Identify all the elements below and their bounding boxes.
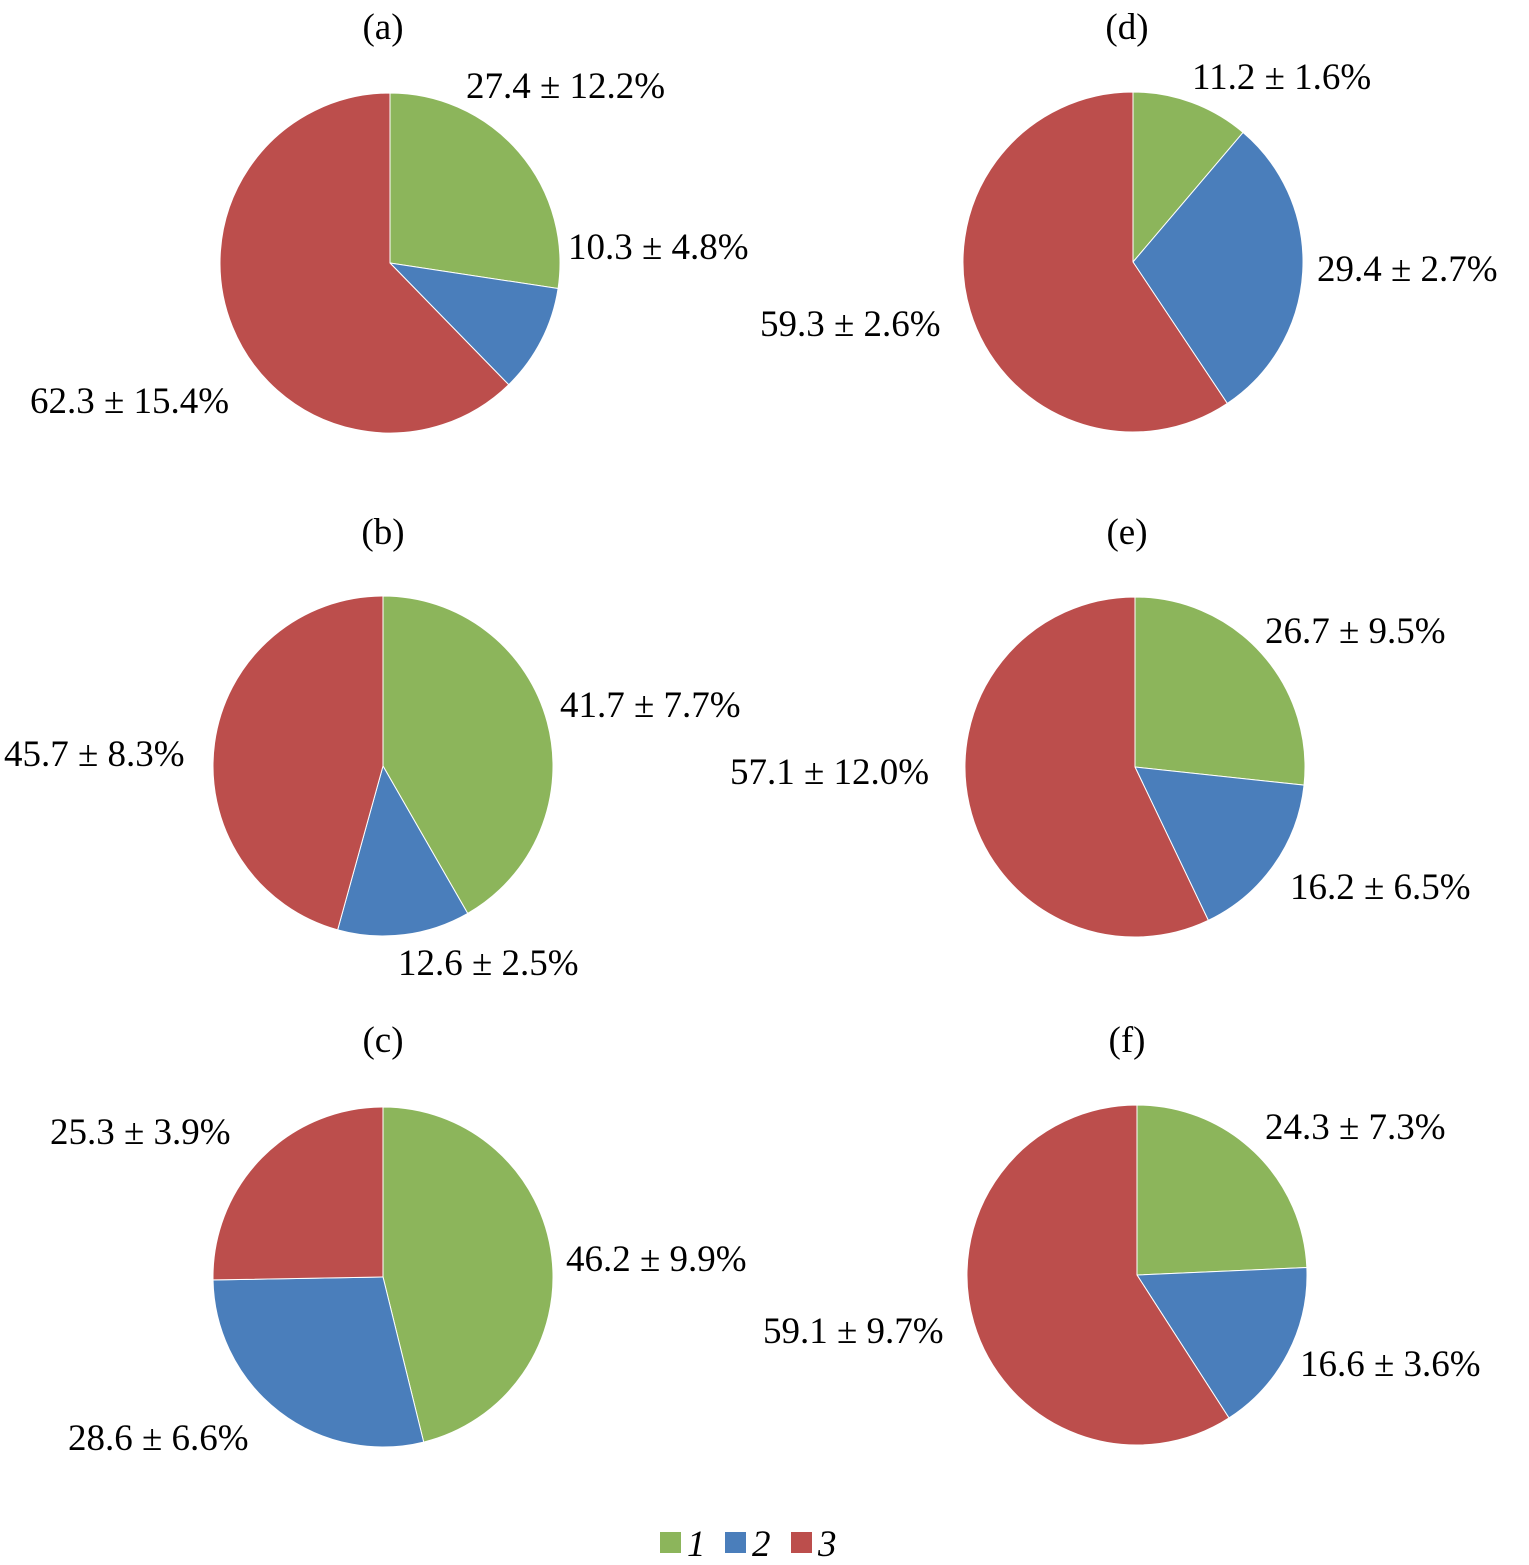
legend-swatch-3 <box>791 1532 812 1553</box>
slices-e <box>964 596 1306 938</box>
slice-label-c-1: 46.2 ± 9.9% <box>566 1239 747 1280</box>
pie-slice-f-3 <box>966 1104 1230 1446</box>
chart-title-e: (e) <box>1106 512 1147 553</box>
legend-label-1: 1 <box>687 1524 706 1565</box>
chart-title-c: (c) <box>362 1020 403 1061</box>
slices-c <box>212 1106 554 1448</box>
slice-label-a-1: 27.4 ± 12.2% <box>466 66 665 107</box>
slice-label-b-3: 45.7 ± 8.3% <box>4 734 185 775</box>
slice-label-d-1: 11.2 ± 1.6% <box>1192 57 1371 98</box>
chart-title-f: (f) <box>1109 1020 1146 1061</box>
pie-slice-b-2 <box>337 764 469 937</box>
slice-label-e-1: 26.7 ± 9.5% <box>1265 611 1446 652</box>
pie-slice-d-2 <box>1132 131 1304 405</box>
chart-title-a: (a) <box>362 7 403 48</box>
slice-label-f-2: 16.6 ± 3.6% <box>1300 1344 1481 1385</box>
pie-chart-e: (e) 26.7 ± 9.5% 16.2 ± 6.5% 57.1 ± 12.0% <box>730 512 1471 938</box>
pie-slice-c-3 <box>212 1106 384 1281</box>
slice-label-a-2: 10.3 ± 4.8% <box>568 227 749 268</box>
pie-slice-f-1 <box>1136 1104 1308 1276</box>
slice-label-f-1: 24.3 ± 7.3% <box>1265 1107 1446 1148</box>
pie-slice-a-2 <box>388 262 559 386</box>
slice-label-b-1: 41.7 ± 7.7% <box>560 685 741 726</box>
pie-chart-f: (f) 24.3 ± 7.3% 16.6 ± 3.6% 59.1 ± 9.7% <box>763 1020 1481 1446</box>
slice-label-b-2: 12.6 ± 2.5% <box>398 943 579 984</box>
slices-a <box>219 92 561 434</box>
legend-label-2: 2 <box>752 1524 771 1565</box>
pie-slice-f-2 <box>1136 1267 1308 1419</box>
pie-slice-b-1 <box>382 595 554 915</box>
slice-label-e-2: 16.2 ± 6.5% <box>1290 867 1471 908</box>
slice-label-e-3: 57.1 ± 12.0% <box>730 752 929 793</box>
slice-label-d-3: 59.3 ± 2.6% <box>760 304 941 345</box>
chart-title-b: (b) <box>361 512 404 553</box>
slices-f <box>966 1104 1308 1446</box>
pie-slice-e-2 <box>1134 766 1305 922</box>
slice-label-d-2: 29.4 ± 2.7% <box>1317 249 1498 290</box>
pie-slice-e-3 <box>964 596 1210 938</box>
pie-chart-a: (a) 27.4 ± 12.2% 10.3 ± 4.8% 62.3 ± 15.4… <box>30 7 749 434</box>
legend-swatch-1 <box>660 1532 681 1553</box>
legend-swatch-2 <box>725 1532 746 1553</box>
pie-chart-b: (b) 41.7 ± 7.7% 12.6 ± 2.5% 45.7 ± 8.3% <box>4 512 741 984</box>
pie-slice-d-3 <box>962 91 1229 433</box>
pie-slice-a-3 <box>219 92 510 434</box>
pie-slice-c-2 <box>212 1276 425 1448</box>
pie-slice-b-3 <box>212 595 384 931</box>
pie-slice-a-1 <box>389 92 561 290</box>
slice-label-c-2: 28.6 ± 6.6% <box>68 1418 249 1459</box>
pie-slice-d-1 <box>1132 91 1244 264</box>
pie-slice-e-1 <box>1134 596 1306 786</box>
slice-label-c-3: 25.3 ± 3.9% <box>50 1112 231 1153</box>
pie-slice-c-1 <box>382 1106 554 1443</box>
legend: 1 2 3 <box>660 1524 837 1565</box>
slices-b <box>212 595 554 937</box>
legend-label-3: 3 <box>817 1524 837 1565</box>
slice-label-a-3: 62.3 ± 15.4% <box>30 381 229 422</box>
pie-chart-c: (c) 46.2 ± 9.9% 28.6 ± 6.6% 25.3 ± 3.9% <box>50 1020 747 1459</box>
slices-d <box>962 91 1304 433</box>
slice-label-f-3: 59.1 ± 9.7% <box>763 1311 944 1352</box>
pie-chart-d: (d) 11.2 ± 1.6% 29.4 ± 2.7% 59.3 ± 2.6% <box>760 7 1498 433</box>
chart-title-d: (d) <box>1105 7 1148 48</box>
